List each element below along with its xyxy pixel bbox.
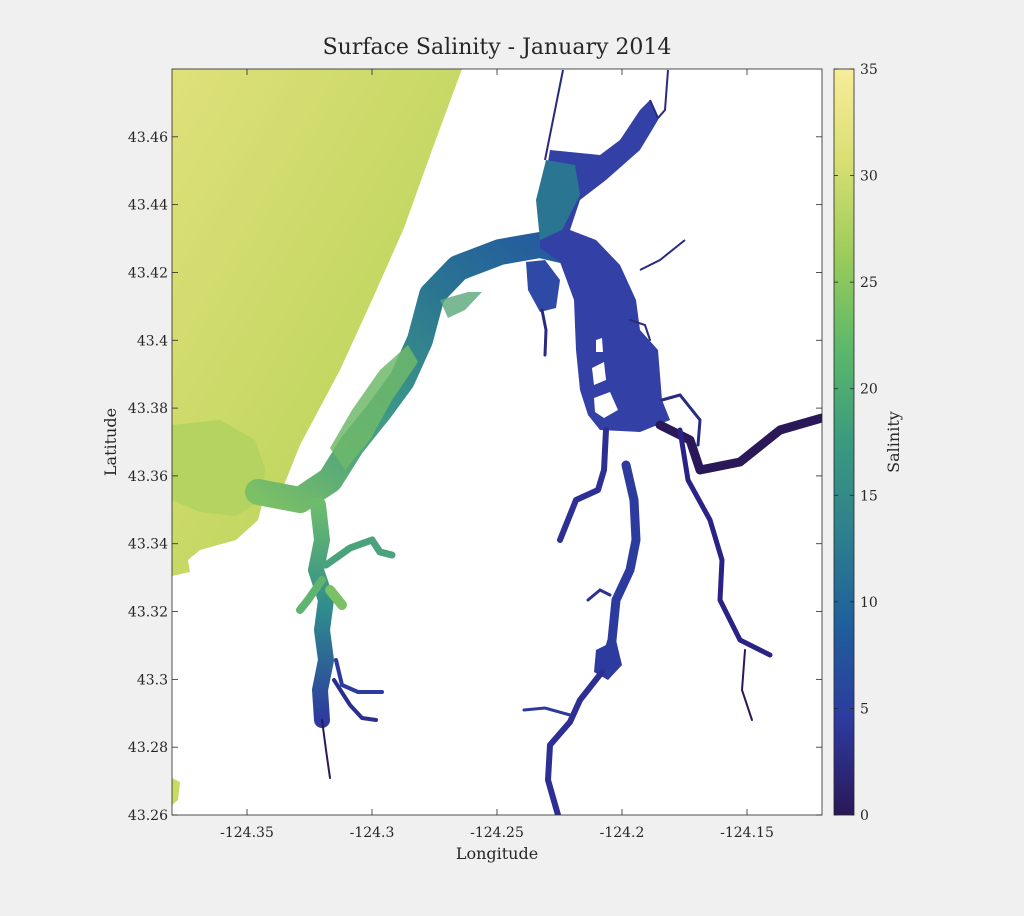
- slough-finger-1: [334, 658, 384, 694]
- x-tick-label: -124.25: [470, 825, 524, 841]
- x-tick-label: -124.35: [220, 825, 274, 841]
- y-tick-label: 43.26: [128, 808, 168, 824]
- bay-east-fingers: [660, 393, 702, 447]
- east-shoal: [440, 292, 482, 318]
- y-axis: 43.26 43.28 43.3 43.32 43.34 43.36 43.38 43.4 43…: [128, 130, 822, 824]
- bay-island-2: [594, 392, 618, 418]
- slough-finger-3: [321, 719, 331, 779]
- colorbar-tick-label: 10: [860, 595, 878, 611]
- upper-bay-north: [536, 160, 580, 240]
- bay-island-3: [596, 338, 603, 352]
- y-tick-label: 43.28: [128, 740, 168, 756]
- plume-region: [172, 420, 265, 516]
- coos-river: [655, 413, 822, 475]
- slough-finger-2: [332, 678, 378, 722]
- coalbank-slough: [601, 460, 641, 665]
- catching-slough: [557, 427, 609, 543]
- chart-title: Surface Salinity - January 2014: [323, 35, 672, 60]
- colorbar-tick-label: 30: [860, 169, 878, 185]
- colorbar-tick-label: 5: [860, 701, 869, 717]
- south-tributary: [545, 669, 605, 815]
- y-tick-label: 43.4: [137, 333, 168, 349]
- south-slough: [308, 497, 334, 728]
- colorbar-tick-label: 20: [860, 382, 878, 398]
- y-tick-label: 43.42: [128, 265, 168, 281]
- x-tick-label: -124.2: [600, 825, 645, 841]
- isthmus-slough: [540, 308, 548, 357]
- southwest-branch: [522, 706, 572, 717]
- colorbar-tick-label: 0: [860, 808, 869, 824]
- millicoma-branch: [740, 649, 753, 721]
- y-tick-label: 43.44: [128, 198, 168, 214]
- slough-branch-east2: [325, 585, 347, 610]
- bay-lobe: [526, 260, 560, 312]
- slough-branch-east: [322, 536, 396, 569]
- y-tick-label: 43.46: [128, 130, 168, 146]
- y-tick-label: 43.3: [137, 672, 168, 688]
- millicoma-river: [677, 427, 773, 658]
- bay-island-1: [592, 362, 606, 385]
- bottom-shoal: [172, 778, 180, 805]
- y-tick-label: 43.32: [128, 605, 168, 621]
- y-tick-label: 43.38: [128, 401, 168, 417]
- colorbar-ticks: 0 5 10 15 20 25 30 35: [834, 62, 878, 824]
- west-branch: [586, 588, 612, 602]
- colorbar-tick-label: 15: [860, 488, 878, 504]
- lower-bay-shoal: [330, 345, 418, 470]
- bay-east-fingers-2: [629, 319, 651, 341]
- y-tick-label: 43.34: [128, 537, 168, 553]
- x-axis: -124.35 -124.3 -124.25 -124.2 -124.15: [220, 69, 774, 841]
- y-tick-label: 43.36: [128, 469, 168, 485]
- x-tick-label: -124.3: [350, 825, 395, 841]
- x-axis-label: Longitude: [456, 844, 538, 863]
- north-tributary: [544, 69, 564, 161]
- salinity-map: [172, 69, 822, 815]
- colorbar: [833, 68, 855, 816]
- y-axis-label: Latitude: [101, 408, 120, 476]
- colorbar-tick-label: 25: [860, 275, 878, 291]
- northeast-tributary: [639, 239, 686, 271]
- colorbar-label: Salinity: [884, 411, 903, 473]
- x-tick-label: -124.15: [720, 825, 774, 841]
- slough-branch-west: [296, 576, 326, 614]
- north-tributary-2: [649, 69, 669, 120]
- colorbar-tick-label: 35: [860, 62, 878, 78]
